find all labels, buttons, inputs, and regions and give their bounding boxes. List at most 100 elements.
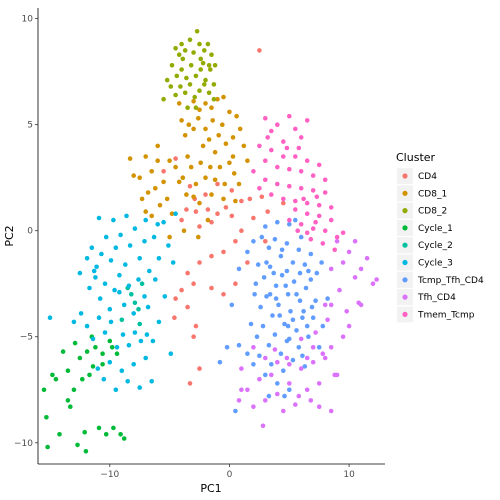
data-point — [261, 275, 267, 280]
data-point — [248, 321, 254, 327]
data-point — [205, 217, 211, 223]
data-point — [203, 101, 208, 106]
data-point — [173, 296, 178, 301]
x-tick-label: 10 — [343, 470, 355, 480]
data-point — [126, 342, 132, 348]
data-point — [358, 302, 364, 308]
data-point — [275, 181, 280, 187]
data-point — [300, 315, 305, 321]
data-point — [293, 217, 298, 223]
data-point — [93, 275, 98, 280]
data-point — [325, 296, 330, 301]
data-point — [150, 338, 156, 344]
data-point — [322, 190, 328, 195]
data-point — [310, 173, 316, 178]
data-point — [119, 368, 125, 374]
data-point — [293, 402, 298, 407]
data-point — [239, 366, 244, 371]
data-point — [308, 251, 314, 257]
data-point — [291, 279, 297, 284]
data-point — [156, 319, 162, 325]
data-point — [275, 391, 280, 397]
data-point — [346, 323, 352, 329]
data-point — [209, 219, 214, 225]
data-point — [126, 283, 132, 289]
data-point — [117, 272, 122, 278]
data-point — [310, 315, 316, 321]
data-point — [281, 200, 286, 206]
data-point — [281, 154, 286, 159]
data-point — [211, 96, 217, 102]
data-point — [210, 118, 215, 123]
data-point — [257, 376, 262, 382]
series-cd4 — [161, 48, 286, 386]
data-point — [296, 247, 302, 253]
x-axis-ticks: −10 0 10 — [100, 464, 355, 480]
x-tick-label: −10 — [100, 470, 119, 480]
data-point — [239, 228, 244, 233]
data-point — [167, 158, 172, 163]
data-point — [131, 362, 136, 367]
data-point — [236, 181, 242, 187]
data-point — [53, 376, 59, 382]
data-point — [198, 56, 203, 62]
data-point — [310, 345, 316, 350]
data-point — [322, 228, 328, 233]
data-point — [132, 330, 138, 335]
data-point — [222, 181, 227, 187]
data-point — [328, 345, 334, 350]
data-point — [179, 67, 184, 72]
data-point — [221, 94, 226, 100]
data-point — [287, 336, 292, 342]
data-point — [374, 277, 379, 282]
data-point — [257, 48, 262, 53]
data-point — [265, 135, 271, 140]
data-point — [191, 334, 196, 340]
data-point — [179, 118, 184, 123]
legend-swatch — [402, 173, 408, 179]
data-point — [257, 143, 262, 149]
data-point — [278, 253, 284, 259]
data-point — [109, 345, 115, 350]
data-point — [212, 177, 218, 183]
data-point — [101, 376, 107, 382]
data-point — [278, 351, 284, 357]
data-point — [107, 359, 113, 365]
data-point — [132, 300, 138, 306]
data-point — [155, 143, 160, 149]
data-point — [233, 239, 238, 244]
data-point — [215, 211, 220, 216]
data-point — [187, 381, 193, 386]
data-point — [259, 194, 265, 200]
data-point — [297, 298, 303, 304]
data-point — [290, 317, 296, 323]
data-point — [306, 334, 311, 340]
data-point — [287, 183, 292, 189]
data-point — [284, 145, 290, 151]
data-point — [296, 145, 302, 151]
data-point — [275, 219, 280, 225]
data-point — [279, 247, 285, 253]
data-point — [220, 122, 225, 127]
legend-swatch — [402, 208, 408, 214]
data-point — [239, 198, 244, 204]
data-point — [127, 243, 133, 248]
data-point — [197, 224, 202, 229]
data-point — [127, 156, 133, 161]
data-point — [120, 332, 126, 337]
data-point — [93, 345, 98, 350]
legend-label: CD4 — [418, 172, 437, 182]
legend-label: Cycle_1 — [418, 224, 453, 234]
data-point — [236, 342, 242, 348]
data-point — [193, 105, 199, 110]
data-point — [57, 432, 62, 437]
data-point — [47, 315, 53, 321]
data-point — [136, 277, 141, 282]
data-point — [143, 209, 148, 214]
data-point — [147, 268, 152, 274]
data-point — [197, 41, 202, 47]
data-point — [260, 323, 266, 329]
data-point — [224, 345, 230, 350]
data-point — [293, 154, 298, 159]
data-point — [266, 342, 272, 348]
